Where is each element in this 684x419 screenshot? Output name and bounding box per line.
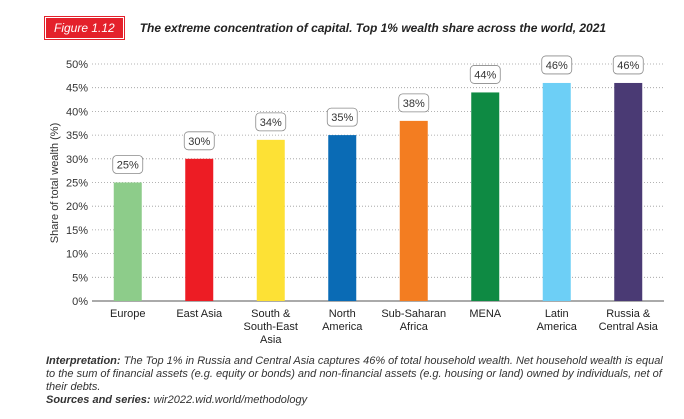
data-label-box xyxy=(255,112,287,132)
figure-label: Figure 1.12 xyxy=(44,16,125,40)
category-label: Sub-Saharan Africa xyxy=(381,308,446,333)
category-label: MENA xyxy=(469,308,501,320)
data-label-box xyxy=(112,155,144,174)
data-label: 38% xyxy=(403,98,425,110)
y-tick-label: 35% xyxy=(66,130,88,142)
data-label: 46% xyxy=(617,60,639,72)
category-label: Europe xyxy=(110,308,145,320)
category-labels: Europe East Asia South & South-East Asia Nort… xyxy=(110,308,659,346)
bar xyxy=(185,158,214,301)
y-tick-label: 25% xyxy=(66,178,88,190)
data-label-box xyxy=(612,55,644,75)
y-tick-label: 5% xyxy=(72,272,88,284)
data-label: 44% xyxy=(474,69,496,81)
data-label-box xyxy=(398,93,430,113)
data-label: 46% xyxy=(546,60,568,72)
category-label: Latin America xyxy=(537,308,578,333)
category-label: East Asia xyxy=(176,308,223,320)
interpretation-text: The Top 1% in Russia and Central Asia ca… xyxy=(46,355,663,393)
category-label: Russia & Central Asia xyxy=(599,308,659,333)
y-tick-label: 30% xyxy=(66,154,88,166)
figure-notes: Interpretation: The Top 1% in Russia and… xyxy=(46,355,666,407)
category-label: South & South-East Asia xyxy=(244,308,298,346)
bar xyxy=(399,120,428,301)
data-label: 35% xyxy=(331,112,353,124)
category-label: North America xyxy=(322,308,363,333)
bar xyxy=(328,135,357,301)
bar xyxy=(614,82,643,302)
data-labels: 25% 30% 34% 35% 38% 44% 46% 46% xyxy=(112,55,644,174)
data-label: 30% xyxy=(188,136,210,148)
y-axis-title: Share of total wealth (%) xyxy=(49,123,61,243)
y-tick-labels: 0% 5% 10% 15% 20% 25% 30% 35% 40% 45% 50% xyxy=(66,59,88,308)
figure-header: Figure 1.12 The extreme concentration of… xyxy=(44,16,607,40)
gridlines xyxy=(92,63,664,278)
y-tick-label: 50% xyxy=(66,59,88,71)
interpretation-label: Interpretation: xyxy=(46,355,121,367)
y-tick-label: 10% xyxy=(66,249,88,261)
data-label-box xyxy=(183,131,215,151)
data-label-box xyxy=(469,65,501,84)
bars xyxy=(113,82,643,302)
y-tick-label: 40% xyxy=(66,106,88,118)
sources-label: Sources and series: xyxy=(46,394,151,406)
y-tick-label: 15% xyxy=(66,225,88,237)
figure-title: The extreme concentration of capital. To… xyxy=(139,21,607,35)
data-label-box xyxy=(326,107,358,127)
y-tick-label: 45% xyxy=(66,83,88,95)
bar xyxy=(542,82,571,302)
data-label-box xyxy=(541,55,573,75)
bar-chart: 0% 5% 10% 15% 20% 25% 30% 35% 40% 45% 50% Share of… xyxy=(49,55,664,346)
y-tick-label: 0% xyxy=(72,296,88,308)
data-label: 25% xyxy=(117,160,139,172)
bar xyxy=(471,92,500,301)
bar xyxy=(113,182,142,301)
sources-text: wir2022.wid.world/methodology xyxy=(153,394,308,406)
bar xyxy=(256,139,285,301)
y-tick-label: 20% xyxy=(66,201,88,213)
data-label: 34% xyxy=(260,117,282,129)
